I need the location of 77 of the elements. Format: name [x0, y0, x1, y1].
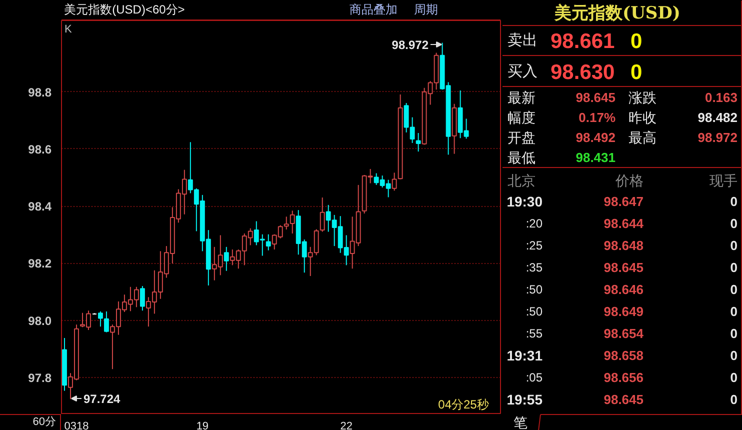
candlestick: [320, 197, 325, 232]
text: 19:30: [506, 194, 543, 210]
text: 0: [730, 194, 738, 209]
text: 0: [630, 30, 642, 53]
y-tick-label: 98.8: [28, 85, 52, 100]
text: 最低: [508, 150, 536, 166]
text: 98.645: [604, 392, 644, 407]
text: 0: [730, 370, 738, 385]
text: 98.644: [604, 216, 644, 231]
text: 昨收: [628, 110, 656, 126]
text: :05: [526, 370, 543, 384]
text: 周期: [414, 2, 438, 16]
annotation: 98.972: [392, 38, 429, 52]
candlestick: [140, 286, 145, 312]
text: 0: [630, 61, 642, 84]
text: 98.661: [550, 30, 616, 53]
text: 98.492: [576, 130, 616, 145]
y-tick-label: 97.8: [28, 370, 52, 385]
text: 98.649: [604, 304, 644, 319]
text: 价格: [614, 172, 644, 188]
text: 涨跌: [628, 90, 656, 106]
text: 0: [730, 348, 738, 363]
text: 98.656: [604, 370, 644, 385]
text: 0: [730, 392, 738, 407]
text: :50: [526, 282, 543, 296]
text: 北京: [508, 172, 536, 188]
annotation: 04分25秒: [438, 398, 489, 412]
text: 笔: [514, 414, 528, 430]
chart-title: 美元指数(USD)<60分>: [64, 2, 185, 16]
text: 卖出: [508, 32, 538, 49]
y-tick-label: 98.2: [28, 256, 52, 271]
text: 98.654: [604, 326, 644, 341]
text: 60分: [32, 415, 56, 430]
text: :55: [526, 326, 543, 340]
y-tick-label: 98.6: [28, 142, 52, 156]
text: 0: [730, 326, 738, 341]
y-tick-label: 98.0: [28, 314, 52, 328]
text: 现手: [710, 172, 738, 188]
text: 19:55: [506, 392, 543, 408]
text: 98.630: [550, 61, 615, 84]
text: 19:31: [506, 348, 543, 364]
text: 98.972: [698, 130, 738, 145]
x-tick-label: 22: [340, 420, 353, 430]
text: :25: [526, 238, 543, 252]
text: 0: [730, 260, 738, 275]
candlestick: [416, 132, 421, 152]
text: 98.645: [576, 90, 616, 105]
text: 买入: [508, 63, 538, 80]
text: 0: [730, 238, 738, 253]
text: 0: [730, 304, 738, 319]
text: :50: [526, 304, 543, 318]
text: 0: [730, 282, 738, 297]
text: 98.645: [604, 260, 644, 275]
text: 美元指数(USD): [554, 4, 680, 24]
annotation: 97.724: [84, 392, 121, 406]
text: 0: [730, 216, 738, 231]
text: :20: [526, 216, 543, 230]
text: 商品叠加: [350, 2, 398, 16]
text: 98.482: [698, 110, 738, 125]
text: 开盘: [508, 130, 536, 146]
text: 最新: [508, 90, 536, 106]
text: 最高: [628, 130, 656, 146]
text: 98.647: [604, 194, 644, 209]
text: 98.658: [604, 348, 644, 363]
text: 98.648: [604, 238, 644, 253]
annotation: K: [64, 24, 72, 36]
candlestick: [224, 246, 229, 272]
text: 幅度: [508, 110, 536, 126]
text: 98.431: [576, 150, 616, 165]
text: 98.646: [604, 282, 644, 297]
text: :35: [526, 260, 543, 274]
x-tick-label: 19: [196, 420, 209, 430]
text: 0.17%: [578, 110, 616, 125]
text: 0.163: [704, 90, 738, 105]
x-tick-label: 0318: [64, 420, 89, 430]
candlestick: [266, 234, 271, 251]
y-tick-label: 98.4: [28, 200, 52, 214]
